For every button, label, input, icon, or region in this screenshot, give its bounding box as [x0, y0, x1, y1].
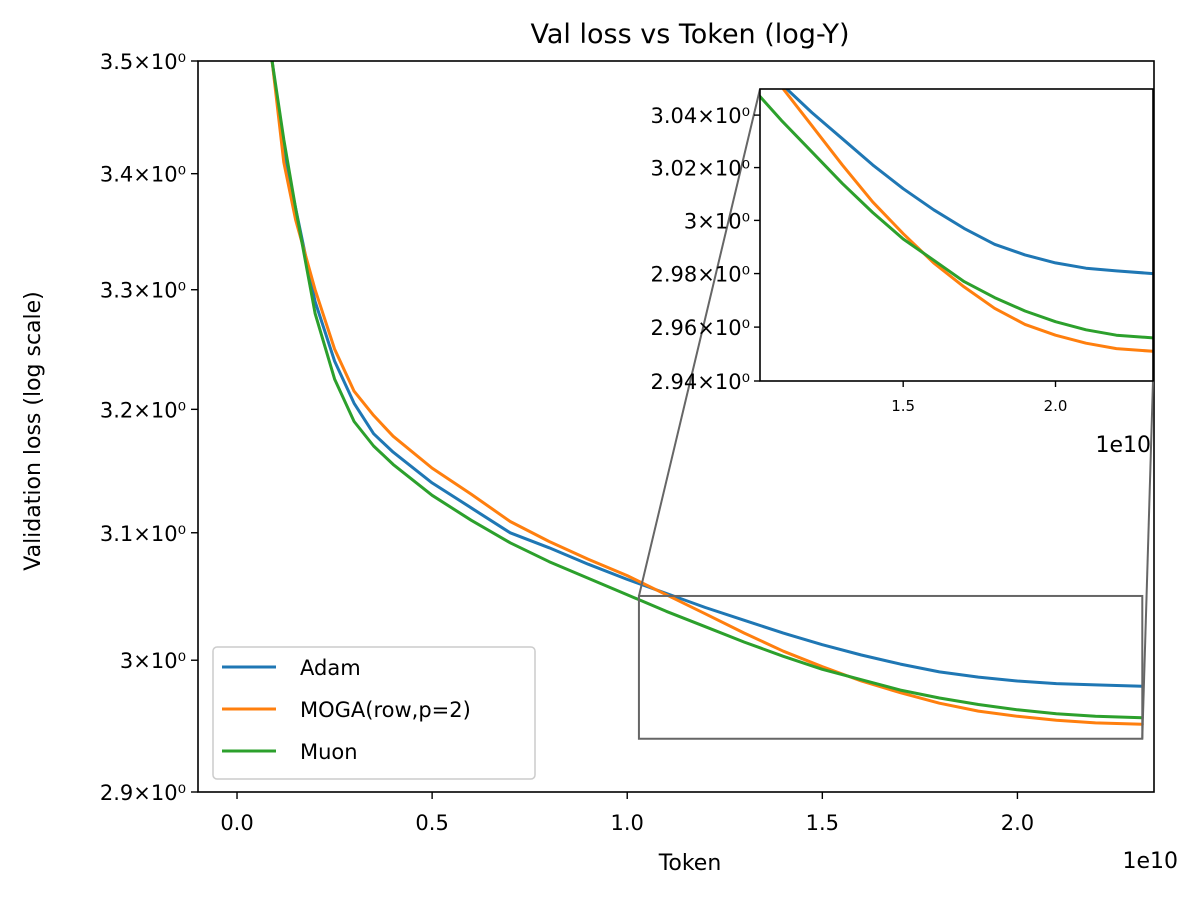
- series-line-adam: [270, 61, 1144, 688]
- y-tick-label: 3.5×10⁰: [100, 50, 186, 74]
- zoom-region-box: [637, 594, 1144, 740]
- inset-y-tick-label: 3×10⁰: [684, 209, 750, 233]
- zoom-connector-right: [1141, 380, 1154, 739]
- y-tick-label: 3.4×10⁰: [100, 163, 186, 187]
- inset-plot-frame: [759, 88, 1154, 382]
- inset-x-offset-text: 1e10: [1095, 433, 1151, 458]
- x-axis-label: Token: [658, 851, 722, 876]
- inset-y-tick-label: 3.04×10⁰: [651, 104, 751, 128]
- x-tick-label: 0.0: [220, 811, 253, 835]
- inset-series-line-moga-row-p-2: [781, 89, 1153, 353]
- y-tick-label: 3.3×10⁰: [100, 279, 186, 303]
- legend-item-muon: Muon: [222, 740, 358, 764]
- x-offset-text: 1e10: [1122, 849, 1178, 874]
- series-line-muon: [270, 61, 1144, 720]
- x-tick-label: 1.0: [611, 811, 644, 835]
- x-tick-label: 2.0: [1001, 811, 1034, 835]
- legend-box: [212, 646, 536, 780]
- main-axes: 0.0 0.5 1.0 1.5 2.0 2.9×10⁰ 3×10⁰ 3.1×10⁰ 3.2×1…: [21, 50, 1178, 876]
- zoom-connector-left: [637, 88, 761, 597]
- inset-y-tick-label: 2.96×10⁰: [651, 316, 751, 340]
- legend-label-adam: Adam: [300, 656, 361, 680]
- inset-y-tick-label: 3.02×10⁰: [651, 157, 751, 181]
- inset-y-tick-label: 2.98×10⁰: [651, 263, 751, 287]
- y-tick-label: 3×10⁰: [120, 649, 186, 673]
- legend-item-moga: MOGA(row,p=2): [222, 698, 471, 722]
- main-plot-frame: [197, 60, 1155, 793]
- y-tick-label: 2.9×10⁰: [100, 781, 186, 805]
- series-line-moga-row-p-2: [270, 61, 1144, 726]
- y-tick-label: 3.1×10⁰: [100, 522, 186, 546]
- inset-series-line-muon: [760, 94, 1153, 340]
- y-tick-label: 3.2×10⁰: [100, 398, 186, 422]
- legend-label-moga: MOGA(row,p=2): [300, 698, 471, 722]
- inset-background: [760, 89, 1153, 381]
- legend-item-adam: Adam: [222, 656, 361, 680]
- chart-title: Val loss vs Token (log-Y): [530, 19, 849, 50]
- legend-label-muon: Muon: [300, 740, 358, 764]
- inset-x-tick-label: 2.0: [1044, 397, 1068, 415]
- inset-axes: 1.5 2.0 2.94×10⁰ 2.96×10⁰ 2.98×10⁰ 3×10⁰ 3.02…: [651, 88, 1154, 458]
- x-tick-label: 1.5: [806, 811, 839, 835]
- legend: Adam MOGA(row,p=2) Muon: [212, 646, 536, 780]
- inset-series-line-adam: [784, 89, 1153, 276]
- inset-x-tick-label: 1.5: [891, 397, 915, 415]
- zoom-indicator: [637, 88, 1154, 740]
- y-axis-label: Validation loss (log scale): [21, 291, 46, 571]
- x-tick-label: 0.5: [415, 811, 448, 835]
- inset-y-tick-label: 2.94×10⁰: [651, 370, 751, 394]
